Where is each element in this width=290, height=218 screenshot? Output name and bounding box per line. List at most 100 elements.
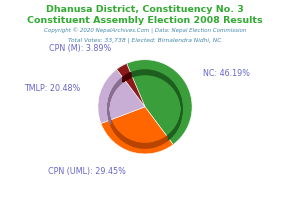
Polygon shape	[117, 82, 118, 87]
Polygon shape	[166, 77, 168, 82]
Polygon shape	[123, 136, 124, 141]
Polygon shape	[180, 115, 181, 121]
Polygon shape	[152, 143, 153, 147]
Polygon shape	[156, 72, 158, 77]
Polygon shape	[168, 78, 169, 84]
Polygon shape	[175, 127, 176, 133]
Polygon shape	[118, 81, 119, 86]
Polygon shape	[169, 133, 170, 139]
Polygon shape	[177, 89, 178, 96]
Polygon shape	[111, 121, 112, 127]
Polygon shape	[170, 132, 172, 138]
Polygon shape	[112, 89, 113, 94]
Polygon shape	[175, 86, 176, 92]
Polygon shape	[144, 144, 145, 148]
Polygon shape	[171, 81, 173, 87]
Polygon shape	[120, 134, 121, 139]
Wedge shape	[117, 63, 145, 107]
Polygon shape	[158, 73, 160, 78]
Polygon shape	[151, 143, 152, 148]
Polygon shape	[111, 91, 112, 96]
Text: CPN (UML): 29.45%: CPN (UML): 29.45%	[48, 167, 126, 175]
Polygon shape	[137, 143, 138, 147]
Polygon shape	[130, 140, 131, 145]
Polygon shape	[119, 80, 120, 85]
Polygon shape	[120, 79, 121, 84]
Polygon shape	[181, 100, 182, 106]
Text: Total Votes: 33,738 | Elected: Bimalendra Nidhi, NC: Total Votes: 33,738 | Elected: Bimalendr…	[68, 37, 222, 43]
Polygon shape	[164, 138, 165, 143]
Polygon shape	[116, 129, 117, 135]
Text: TMLP: 20.48%: TMLP: 20.48%	[25, 84, 81, 93]
Polygon shape	[115, 84, 116, 89]
Polygon shape	[116, 83, 117, 89]
Polygon shape	[146, 143, 148, 148]
Polygon shape	[169, 79, 171, 85]
Polygon shape	[110, 93, 111, 99]
Polygon shape	[165, 137, 166, 142]
Polygon shape	[129, 140, 130, 145]
Polygon shape	[143, 70, 146, 75]
Polygon shape	[141, 70, 143, 75]
Polygon shape	[138, 143, 139, 148]
Polygon shape	[148, 70, 150, 75]
Text: Copyright © 2020 NepalArchives.Com | Data: Nepal Election Commission: Copyright © 2020 NepalArchives.Com | Dat…	[44, 28, 246, 34]
Polygon shape	[139, 70, 141, 75]
Polygon shape	[160, 73, 162, 79]
Text: Constituent Assembly Election 2008 Results: Constituent Assembly Election 2008 Resul…	[27, 16, 263, 25]
Polygon shape	[134, 142, 135, 147]
Polygon shape	[118, 132, 119, 137]
Polygon shape	[161, 139, 162, 144]
Polygon shape	[122, 135, 123, 141]
Polygon shape	[131, 141, 133, 146]
Polygon shape	[178, 121, 179, 128]
Polygon shape	[128, 139, 129, 144]
Polygon shape	[110, 120, 111, 126]
Polygon shape	[160, 140, 161, 145]
Polygon shape	[148, 143, 149, 148]
Polygon shape	[155, 142, 156, 147]
Polygon shape	[164, 75, 166, 81]
Polygon shape	[167, 135, 169, 141]
Polygon shape	[113, 87, 114, 93]
Polygon shape	[154, 71, 156, 76]
Polygon shape	[173, 82, 174, 89]
Polygon shape	[176, 88, 177, 94]
Polygon shape	[115, 128, 116, 134]
Polygon shape	[179, 93, 180, 100]
Polygon shape	[177, 123, 178, 129]
Polygon shape	[156, 141, 157, 146]
Polygon shape	[157, 141, 159, 146]
Polygon shape	[114, 86, 115, 91]
Polygon shape	[133, 72, 135, 77]
Polygon shape	[114, 127, 115, 133]
Polygon shape	[159, 140, 160, 145]
Polygon shape	[180, 95, 181, 102]
Polygon shape	[176, 125, 177, 131]
Polygon shape	[142, 143, 144, 148]
Polygon shape	[150, 70, 152, 75]
Polygon shape	[153, 142, 155, 147]
Polygon shape	[119, 133, 120, 138]
Polygon shape	[135, 142, 137, 147]
Polygon shape	[113, 125, 114, 131]
Polygon shape	[174, 84, 175, 90]
Polygon shape	[149, 143, 151, 148]
Wedge shape	[127, 60, 192, 145]
Wedge shape	[98, 69, 145, 123]
Polygon shape	[179, 119, 180, 125]
Polygon shape	[162, 74, 164, 80]
Polygon shape	[112, 124, 113, 129]
Polygon shape	[146, 70, 148, 75]
Polygon shape	[152, 71, 154, 76]
Text: Dhanusa District, Constituency No. 3: Dhanusa District, Constituency No. 3	[46, 5, 244, 14]
Polygon shape	[126, 139, 128, 144]
Polygon shape	[137, 71, 139, 75]
Polygon shape	[117, 131, 118, 136]
Polygon shape	[178, 91, 179, 98]
Text: CPN (M): 3.89%: CPN (M): 3.89%	[49, 44, 112, 53]
Polygon shape	[173, 129, 175, 135]
Polygon shape	[162, 139, 164, 144]
Wedge shape	[101, 107, 173, 154]
Polygon shape	[130, 72, 133, 77]
